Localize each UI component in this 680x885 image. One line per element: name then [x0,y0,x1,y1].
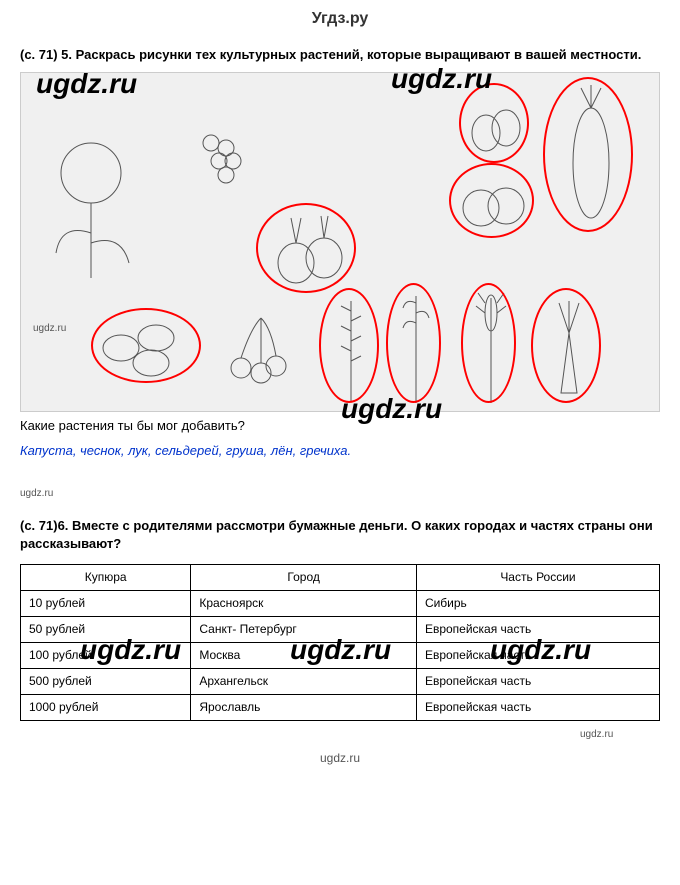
selection-circle [543,77,633,232]
table-cell: 100 рублей [21,642,191,668]
table-cell: Москва [191,642,417,668]
table-cell: Сибирь [416,590,659,616]
plant-cherries [216,298,306,398]
col-chast: Часть России [416,564,659,590]
watermark-small: ugdz.ru [580,729,613,740]
table-row: 100 рублейМоскваЕвропейская часть [21,642,660,668]
site-header: Угдз.ру [20,10,660,28]
col-gorod: Город [191,564,417,590]
table-header-row: Купюра Город Часть России [21,564,660,590]
selection-circle [461,283,516,403]
plant-grapes [171,103,271,213]
table-cell: Европейская часть [416,616,659,642]
table-cell: Европейская часть [416,642,659,668]
table-cell: Европейская часть [416,694,659,720]
watermark-small: ugdz.ru [33,323,66,334]
selection-circle [386,283,441,403]
selection-circle [256,203,356,293]
task5-prompt: (с. 71) 5. Раскрась рисунки тех культурн… [20,46,660,64]
table-cell: Ярославль [191,694,417,720]
table-cell: 500 рублей [21,668,191,694]
watermark-small: ugdz.ru [20,488,660,499]
table-row: 50 рублейСанкт- ПетербургЕвропейская час… [21,616,660,642]
footer-watermark: ugdz.ru [20,751,660,765]
table-row: 500 рублейАрхангельскЕвропейская часть [21,668,660,694]
table-cell: Архангельск [191,668,417,694]
plants-illustration: ugdz.ru ugdz.ru ugdz.ru ugdz.ru [20,72,660,412]
task5-answer: Капуста, чеснок, лук, сельдерей, груша, … [20,443,660,458]
col-kupyura: Купюра [21,564,191,590]
table-row: 1000 рублейЯрославльЕвропейская часть [21,694,660,720]
watermark-big: ugdz.ru [36,68,137,100]
plant-sunflower [41,133,151,283]
task6-prompt: (с. 71)6. Вместе с родителями рассмотри … [20,517,660,553]
table-cell: 1000 рублей [21,694,191,720]
selection-circle [91,308,201,383]
selection-circle [459,83,529,163]
table-cell: Санкт- Петербург [191,616,417,642]
table-cell: 10 рублей [21,590,191,616]
table-row: 10 рублейКрасноярскСибирь [21,590,660,616]
money-table: Купюра Город Часть России 10 рублейКрасн… [20,564,660,721]
table-cell: Красноярск [191,590,417,616]
selection-circle [449,163,534,238]
table-cell: Европейская часть [416,668,659,694]
table-cell: 50 рублей [21,616,191,642]
task6-table-wrap: Купюра Город Часть России 10 рублейКрасн… [20,564,660,721]
selection-circle [319,288,379,403]
task5-question: Какие растения ты бы мог добавить? [20,418,660,433]
selection-circle [531,288,601,403]
